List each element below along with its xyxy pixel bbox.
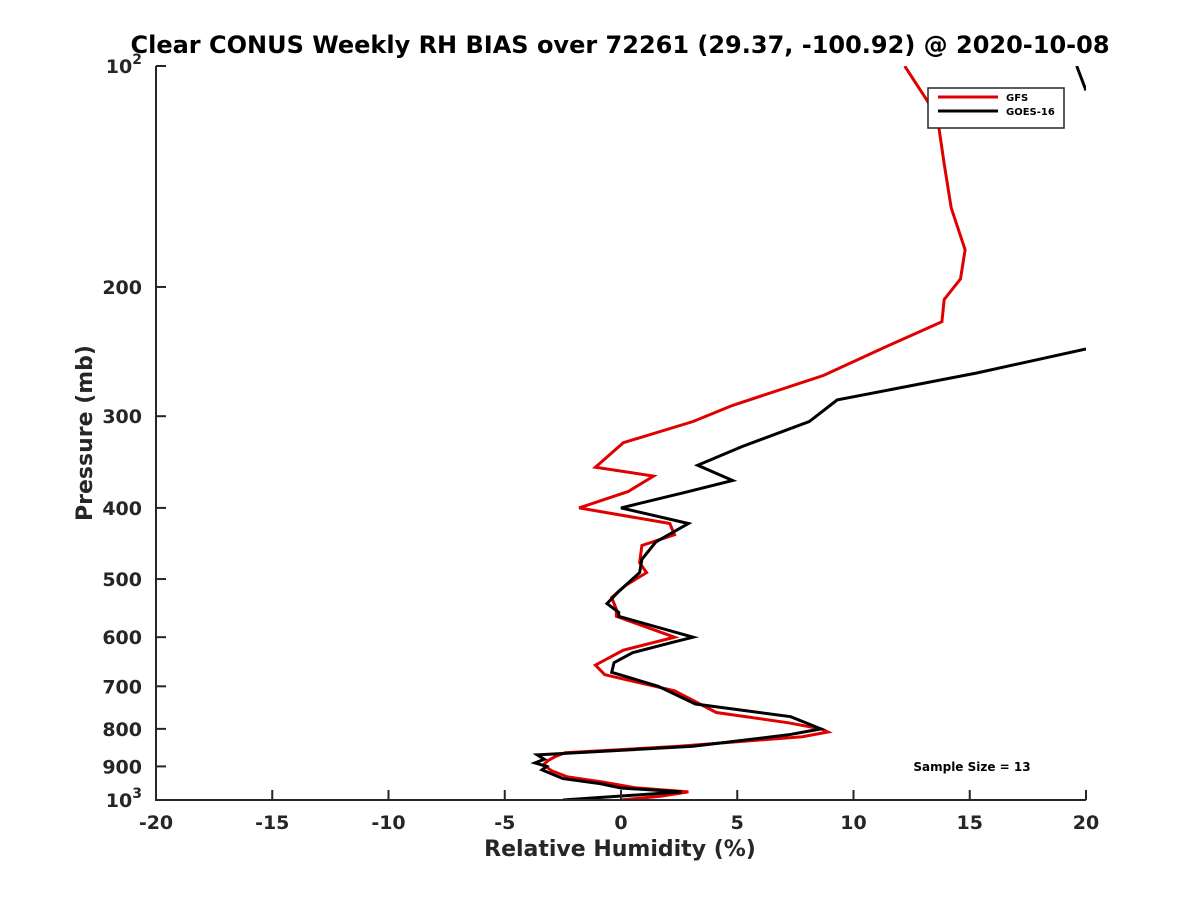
y-tick-label: 800 — [102, 719, 142, 741]
x-tick-label: 15 — [957, 812, 983, 834]
legend-box — [927, 87, 1065, 129]
x-axis-label: Relative Humidity (%) — [484, 837, 756, 862]
y-tick-label: 900 — [102, 756, 142, 778]
chart-title: Clear CONUS Weekly RH BIAS over 72261 (2… — [130, 31, 1109, 59]
y-tick-label: 200 — [102, 277, 142, 299]
x-tick-label: -20 — [139, 812, 173, 834]
y-tick-label: 400 — [102, 498, 142, 520]
legend-label: GOES-16 — [1006, 107, 1055, 118]
x-tick-label: 0 — [614, 812, 627, 834]
legend: GFS GOES-16 — [927, 87, 1065, 129]
y-tick-label: 500 — [102, 569, 142, 591]
y-axis-label: Pressure (mb) — [73, 345, 98, 521]
series-lines — [530, 66, 1086, 800]
x-tick-label: -15 — [255, 812, 289, 834]
x-tick-label: 10 — [840, 812, 866, 834]
x-tick-label: 20 — [1073, 812, 1099, 834]
x-tick-label: -5 — [494, 812, 515, 834]
plot-area: -20 -15 -10 -5 0 5 10 15 20 102 200 300 400 500 600 700… — [102, 52, 1099, 834]
y-tick-label: 102 — [106, 52, 142, 78]
y-tick-label: 600 — [102, 627, 142, 649]
x-tick-label: 5 — [731, 812, 744, 834]
y-tick-label: 103 — [106, 786, 142, 812]
y-tick-label: 700 — [102, 676, 142, 698]
x-tick-label: -10 — [371, 812, 405, 834]
legend-label: GFS — [1006, 93, 1028, 104]
sample-size-annotation: Sample Size = 13 — [913, 760, 1030, 774]
series-line-goes-16 — [530, 347, 1086, 800]
series-line-unlabeled-2 — [1075, 66, 1086, 92]
y-tick-label: 300 — [102, 406, 142, 428]
